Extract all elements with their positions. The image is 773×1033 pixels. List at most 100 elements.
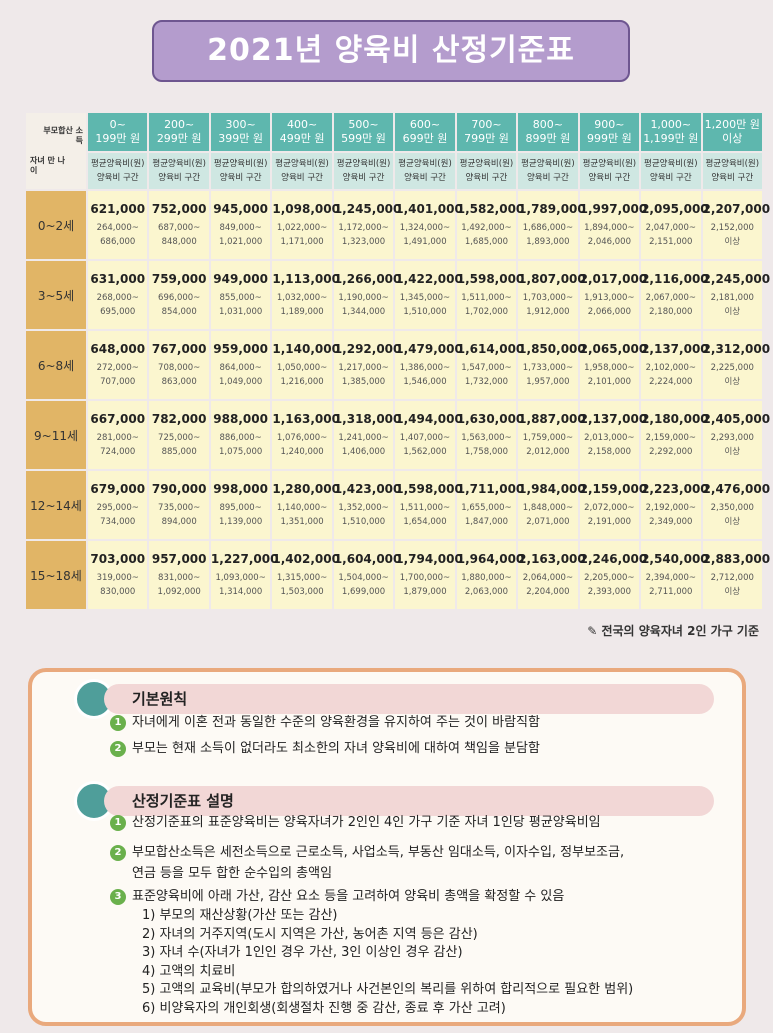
range: 1,093,000~: [215, 572, 266, 583]
average: 2,116,000: [641, 271, 709, 286]
sub-avg: 평균양육비(원): [336, 159, 391, 169]
average: 667,000: [90, 411, 146, 426]
cell: 1,494,000 1,407,000~ 1,562,000: [395, 401, 463, 469]
average: 1,711,000: [456, 481, 525, 496]
average: 2,312,000: [702, 341, 771, 356]
average: 2,137,000: [579, 411, 648, 426]
average: 2,137,000: [641, 341, 709, 356]
cell: 1,630,000 1,563,000~ 1,758,000: [456, 401, 524, 469]
income-label: 이상: [722, 132, 743, 145]
title: 2021년 양육비 산정기준표: [152, 20, 630, 82]
cell: 2,095,000 2,047,000~ 2,151,000: [641, 191, 709, 259]
range: 2,293,000: [710, 432, 754, 443]
range: 2,181,000: [710, 292, 754, 303]
cell: 1,604,000 1,504,000~ 1,699,000: [333, 541, 402, 609]
range: 1,880,000~: [461, 572, 512, 583]
income-label: 700~: [471, 118, 502, 131]
cell: 998,000 895,000~ 1,139,000: [210, 471, 271, 539]
cell: 1,401,000 1,324,000~ 1,491,000: [395, 191, 463, 259]
average: 782,000: [151, 411, 207, 426]
data-row: 3~5세 631,000 268,000~ 695,000 759,000 696,000…: [26, 261, 770, 329]
sub-range: 양육비 구간: [465, 173, 508, 183]
sub-range: 양육비 구간: [281, 173, 323, 183]
range: 863,000: [161, 376, 197, 387]
average: 1,280,000: [272, 481, 340, 496]
cell: 2,207,000 2,152,000 이상: [702, 191, 771, 259]
average: 1,113,000: [272, 271, 340, 286]
item-line: 1) 부모의 재산상황(가산 또는 감산): [142, 908, 338, 923]
item-line: 5) 고액의 교육비(부모가 합의하였거나 사건본인의 복리를 위하여 합리적으…: [142, 982, 634, 997]
cell: 2,883,000 2,712,000 이상: [702, 541, 770, 609]
average: 1,598,000: [395, 481, 463, 496]
sub-avg: 평균양육비(원): [152, 159, 206, 169]
cell: 790,000 735,000~ 894,000: [149, 471, 209, 539]
range: 724,000: [100, 446, 136, 457]
cell: 1,266,000 1,190,000~ 1,344,000: [333, 261, 401, 329]
income-label: 699만 원: [402, 132, 448, 145]
range: 1,171,000: [280, 236, 324, 247]
cell: 2,137,000 2,102,000~ 2,224,000: [641, 331, 709, 399]
sub-avg: 평균양육비(원): [582, 159, 637, 169]
range: 1,546,000: [403, 376, 447, 387]
average: 988,000: [213, 411, 268, 426]
average: 1,422,000: [395, 271, 463, 286]
range: 1,655,000~: [461, 502, 512, 513]
average: 648,000: [90, 341, 146, 356]
average: 2,207,000: [702, 201, 771, 216]
range: 895,000~: [219, 502, 262, 513]
sub-avg: 평균양육비(원): [521, 159, 575, 169]
data-row: 12~14세 679,000 295,000~ 734,000 790,000 735,0…: [26, 471, 770, 539]
income-label: 900~: [594, 118, 625, 131]
cell: 1,280,000 1,140,000~ 1,351,000: [272, 471, 340, 539]
age-label: 12~14세: [26, 471, 86, 539]
range: 1,504,000~: [338, 572, 389, 583]
cell: 2,017,000 1,913,000~ 2,066,000: [579, 261, 647, 329]
subheader: 평균양육비(원) 양육비 구간: [272, 153, 332, 189]
item-line: 6) 비양육자의 개인회생(회생절차 진행 중 감산, 종료 후 가산 고려): [142, 1000, 506, 1016]
range: 1,511,000~: [399, 502, 451, 513]
range: 687,000~: [158, 222, 201, 233]
range: 2,350,000: [710, 502, 754, 513]
income-header: 0~ 199만 원: [88, 113, 148, 151]
item-number: 2: [110, 845, 126, 861]
info-box: 기본원칙 1 자녀에게 이혼 전과 동일한 수준의 양육환경을 유지하여 주는 것이…: [28, 668, 746, 1026]
range: 이상: [724, 306, 741, 317]
range: 2,349,000: [649, 516, 693, 527]
average: 2,405,000: [702, 411, 771, 426]
average: 1,163,000: [272, 411, 340, 426]
range: 1,503,000: [280, 586, 324, 597]
income-header: 600~ 699만 원: [395, 113, 455, 151]
average: 998,000: [213, 481, 268, 496]
item-line: 연금 등을 모두 합한 순수입의 총액임: [132, 866, 333, 881]
average: 1,402,000: [272, 551, 340, 566]
average: 1,098,000: [272, 201, 340, 216]
range: 2,712,000: [710, 572, 754, 583]
range: 1,894,000~: [584, 222, 635, 233]
average: 1,984,000: [518, 481, 586, 496]
sub-avg: 평균양육비(원): [398, 159, 452, 169]
average: 1,604,000: [333, 551, 402, 566]
average: 790,000: [151, 481, 207, 496]
sub-avg: 평균양육비(원): [90, 159, 145, 169]
range: 855,000~: [219, 292, 262, 303]
range: 2,151,000: [649, 236, 693, 247]
cell: 2,476,000 2,350,000 이상: [702, 471, 770, 539]
cell: 1,098,000 1,022,000~ 1,171,000: [272, 191, 340, 259]
range: 이상: [724, 586, 741, 597]
range: 1,879,000: [403, 586, 447, 597]
cell: 679,000 295,000~ 734,000: [88, 471, 148, 539]
range: 이상: [724, 516, 741, 527]
cell: 2,540,000 2,394,000~ 2,711,000: [641, 541, 709, 609]
subheader-row: 평균양육비(원) 양육비 구간 평균양육비(원) 양육비 구간 평균양육비(원) 양육비 …: [26, 153, 762, 189]
age-label: 9~11세: [26, 401, 86, 469]
sub-avg: 평균양육비(원): [459, 159, 514, 169]
cell: 752,000 687,000~ 848,000: [149, 191, 209, 259]
cell: 2,116,000 2,067,000~ 2,180,000: [641, 261, 709, 329]
range: 708,000~: [158, 362, 201, 373]
range: 1,216,000: [280, 376, 324, 387]
subheader: 평균양육비(원) 양육비 구간: [518, 153, 578, 189]
range: 2,046,000: [587, 236, 631, 247]
cell: 1,113,000 1,032,000~ 1,189,000: [272, 261, 340, 329]
cell: 1,292,000 1,217,000~ 1,385,000: [333, 331, 401, 399]
range: 2,159,000~: [645, 432, 696, 443]
